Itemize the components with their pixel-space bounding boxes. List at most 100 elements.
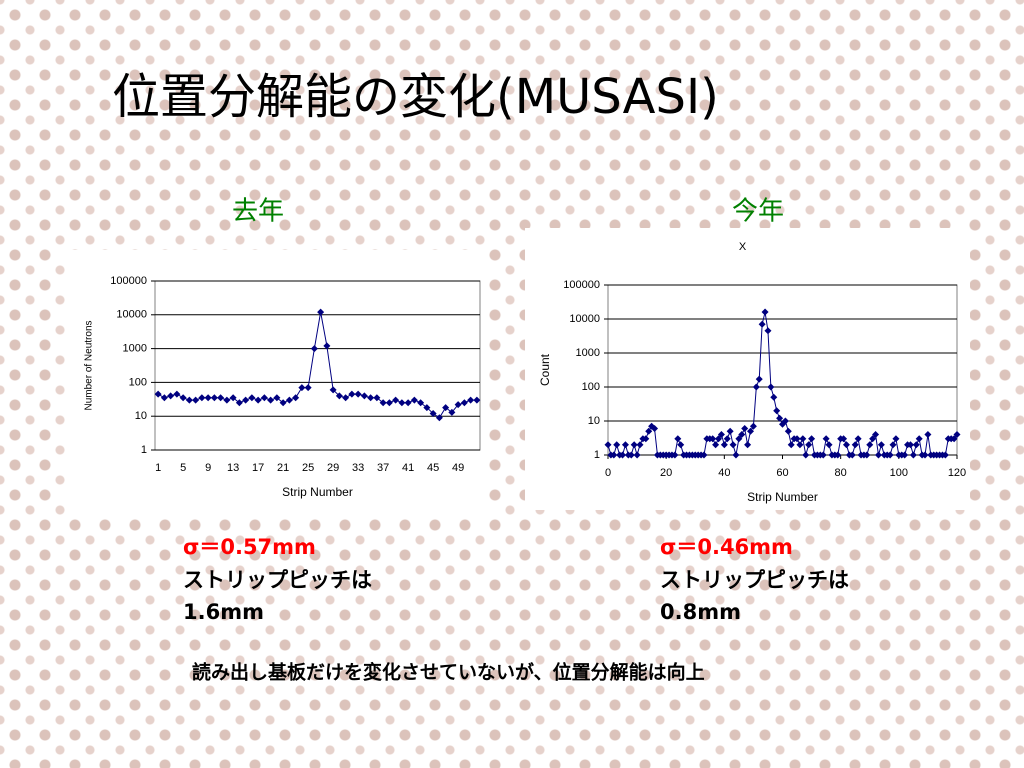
data-marker xyxy=(292,394,300,402)
data-marker xyxy=(808,435,816,443)
data-marker xyxy=(342,394,350,402)
data-marker xyxy=(747,427,755,435)
data-marker xyxy=(784,427,792,435)
data-marker xyxy=(781,417,789,425)
x-tick-label: 20 xyxy=(660,467,672,479)
plot-area xyxy=(154,280,481,451)
data-marker xyxy=(854,435,862,443)
data-marker xyxy=(761,308,769,316)
data-marker xyxy=(460,399,468,407)
data-marker xyxy=(630,441,638,449)
data-marker xyxy=(671,451,679,459)
data-marker xyxy=(717,431,725,439)
data-marker xyxy=(851,441,859,449)
y-tick-label: 1 xyxy=(594,449,600,461)
data-marker xyxy=(872,431,880,439)
panel-heading: 今年 xyxy=(732,197,784,227)
x-tick-label: 25 xyxy=(302,462,314,474)
data-marker xyxy=(732,451,740,459)
data-marker xyxy=(912,441,920,449)
data-marker xyxy=(248,394,256,402)
y-tick-label: 100 xyxy=(129,376,147,388)
pitch: 0.8mm xyxy=(660,600,741,624)
x-tick-label: 5 xyxy=(180,462,186,474)
data-marker xyxy=(467,396,475,404)
pitch-label: ストリップピッチは xyxy=(660,568,849,592)
data-marker xyxy=(840,435,848,443)
slide-title: 位置分解能の変化(MUSASI) xyxy=(112,69,719,125)
data-marker xyxy=(329,386,337,394)
data-marker xyxy=(442,404,450,412)
data-marker xyxy=(217,394,225,402)
data-marker xyxy=(367,394,375,402)
x-tick-label: 40 xyxy=(718,467,730,479)
pitch: 1.6mm xyxy=(183,600,264,624)
data-marker xyxy=(796,441,804,449)
x-tick-label: 49 xyxy=(452,462,464,474)
x-tick-label: 45 xyxy=(427,462,439,474)
y-tick-label: 100000 xyxy=(563,279,600,291)
data-marker xyxy=(793,435,801,443)
x-axis-label: Strip Number xyxy=(282,485,353,499)
data-marker xyxy=(198,394,206,402)
data-marker xyxy=(767,383,775,391)
data-marker xyxy=(385,399,393,407)
x-tick-label: 120 xyxy=(948,467,966,479)
x-tick-label: 100 xyxy=(890,467,908,479)
data-marker xyxy=(752,383,760,391)
data-marker xyxy=(729,441,737,449)
data-marker xyxy=(210,394,218,402)
data-marker xyxy=(764,327,772,335)
data-marker xyxy=(715,435,723,443)
panel-heading: 去年 xyxy=(232,197,284,227)
data-marker xyxy=(633,451,641,459)
data-marker xyxy=(776,414,784,422)
x-tick-label: 29 xyxy=(327,462,339,474)
x-tick-label: 13 xyxy=(227,462,239,474)
data-marker xyxy=(160,394,168,402)
data-marker xyxy=(448,408,456,416)
data-marker xyxy=(179,394,187,402)
data-marker xyxy=(909,451,917,459)
x-tick-label: 33 xyxy=(352,462,364,474)
y-tick-label: 1 xyxy=(141,444,147,456)
data-marker xyxy=(755,375,763,383)
data-marker xyxy=(758,320,766,328)
data-marker xyxy=(360,392,368,400)
data-marker xyxy=(886,451,894,459)
y-axis-label: Count xyxy=(538,353,552,386)
data-marker xyxy=(619,451,627,459)
y-tick-label: 100000 xyxy=(110,275,147,287)
data-marker xyxy=(735,435,743,443)
data-marker xyxy=(744,441,752,449)
data-marker xyxy=(610,451,618,459)
sigma: σ＝0.46mm xyxy=(660,535,793,559)
data-marker xyxy=(773,407,781,415)
x-tick-label: 80 xyxy=(835,467,847,479)
data-marker xyxy=(429,410,437,418)
data-marker xyxy=(799,435,807,443)
data-marker xyxy=(379,399,387,407)
data-marker xyxy=(354,390,362,398)
data-marker xyxy=(787,441,795,449)
data-marker xyxy=(613,441,621,449)
data-marker xyxy=(901,451,909,459)
x-tick-label: 17 xyxy=(252,462,264,474)
data-marker xyxy=(417,399,425,407)
sigma: σ＝0.57mm xyxy=(183,535,316,559)
data-marker xyxy=(825,441,833,449)
data-marker xyxy=(454,401,462,409)
data-marker xyxy=(709,435,717,443)
data-marker xyxy=(869,435,877,443)
data-marker xyxy=(267,396,275,404)
data-marker xyxy=(348,390,356,398)
data-marker xyxy=(906,441,914,449)
data-marker xyxy=(304,384,312,392)
data-marker xyxy=(317,308,325,316)
data-marker xyxy=(260,394,268,402)
y-tick-label: 10000 xyxy=(569,313,600,325)
data-marker xyxy=(941,451,949,459)
y-tick-label: 1000 xyxy=(576,347,600,359)
data-marker xyxy=(185,396,193,404)
